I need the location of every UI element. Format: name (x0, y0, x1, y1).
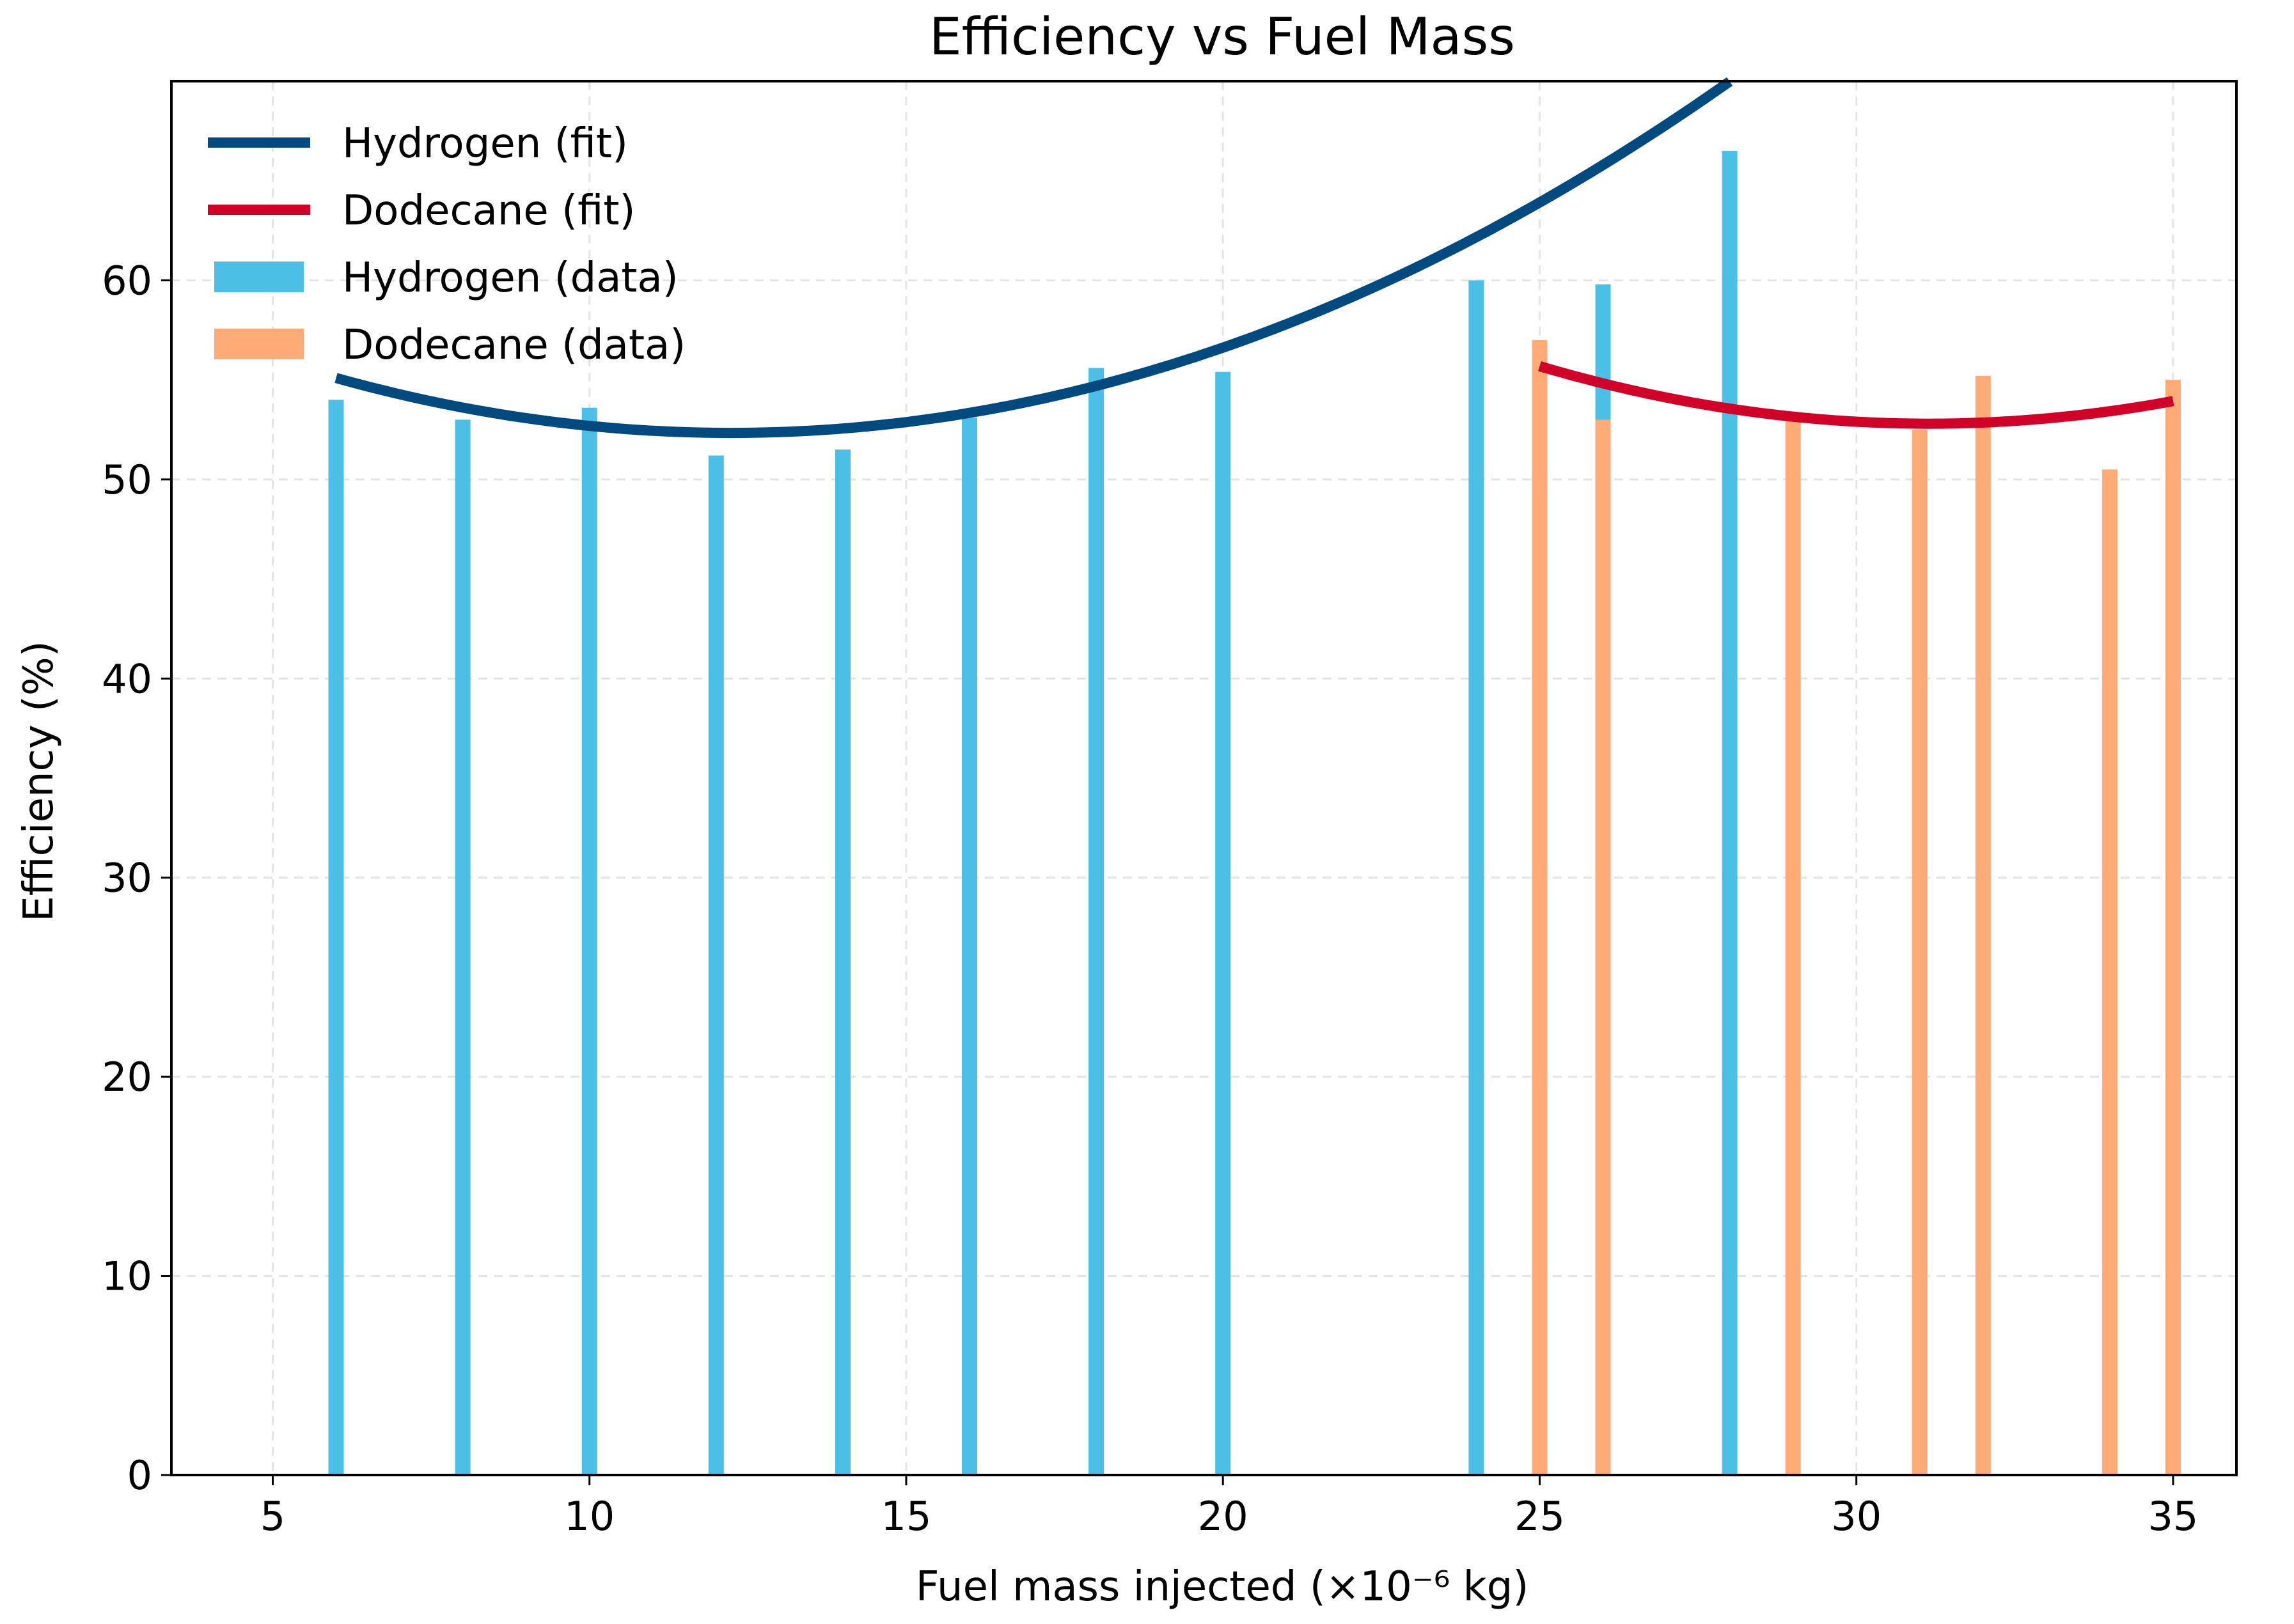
hydrogen-bar (1215, 371, 1231, 1475)
legend-label-dodecane-fit: Dodecane (fit) (342, 187, 635, 235)
y-tick-label: 40 (102, 655, 152, 702)
y-tick-label: 50 (102, 457, 152, 503)
dodecane-bar (2165, 380, 2181, 1476)
x-tick-label: 25 (1514, 1493, 1565, 1540)
legend-label-hydrogen-data: Hydrogen (data) (342, 254, 679, 302)
y-tick-label: 10 (102, 1253, 152, 1300)
legend-label-hydrogen-fit: Hydrogen (fit) (342, 120, 628, 168)
x-tick-label: 10 (564, 1493, 615, 1540)
x-tick-label: 20 (1198, 1493, 1248, 1540)
hydrogen-bar (328, 400, 344, 1476)
dodecane-bar (1532, 340, 1548, 1475)
legend-swatch-dodecane-data (214, 329, 304, 359)
dodecane-fit-line (1538, 361, 2174, 429)
bars (328, 151, 2181, 1476)
legend: Hydrogen (fit) Dodecane (fit) Hydrogen (da… (208, 120, 686, 369)
dodecane-bar (1785, 419, 1801, 1475)
legend-swatch-hydrogen-data (214, 262, 304, 292)
dodecane-bar (1595, 419, 1611, 1475)
y-tick-label: 30 (102, 855, 152, 902)
hydrogen-bar (581, 407, 597, 1475)
dodecane-bar (1975, 375, 1991, 1475)
hydrogen-bar (835, 449, 851, 1476)
x-axis-label: Fuel mass injected (×10⁻⁶ kg) (916, 1563, 1529, 1611)
hydrogen-bar (455, 419, 471, 1475)
y-axis-label: Efficiency (%) (15, 641, 63, 921)
hydrogen-fit-line (334, 77, 1733, 439)
x-tick-label: 35 (2148, 1493, 2198, 1540)
legend-label-dodecane-data: Dodecane (data) (342, 322, 686, 369)
chart-title: Efficiency vs Fuel Mass (929, 7, 1515, 66)
x-tick-label: 30 (1831, 1493, 1882, 1540)
hydrogen-bar (1088, 368, 1104, 1475)
fit-lines (334, 77, 2174, 439)
hydrogen-bar (708, 455, 724, 1475)
y-axis-ticks: 0 10 20 30 40 50 60 (102, 257, 171, 1499)
x-tick-label: 15 (881, 1493, 932, 1540)
x-axis-ticks: 5 10 15 20 25 30 35 (260, 1475, 2198, 1540)
x-tick-label: 5 (260, 1493, 285, 1540)
dodecane-bar (2102, 469, 2117, 1476)
hydrogen-bar (962, 418, 978, 1476)
y-tick-label: 20 (102, 1054, 152, 1100)
y-tick-label: 0 (127, 1452, 152, 1499)
hydrogen-bar (1468, 280, 1484, 1475)
dodecane-bar (1912, 430, 1928, 1475)
hydrogen-bar (1722, 151, 1738, 1475)
plot-frame (170, 80, 2238, 1476)
y-tick-label: 60 (102, 257, 152, 304)
